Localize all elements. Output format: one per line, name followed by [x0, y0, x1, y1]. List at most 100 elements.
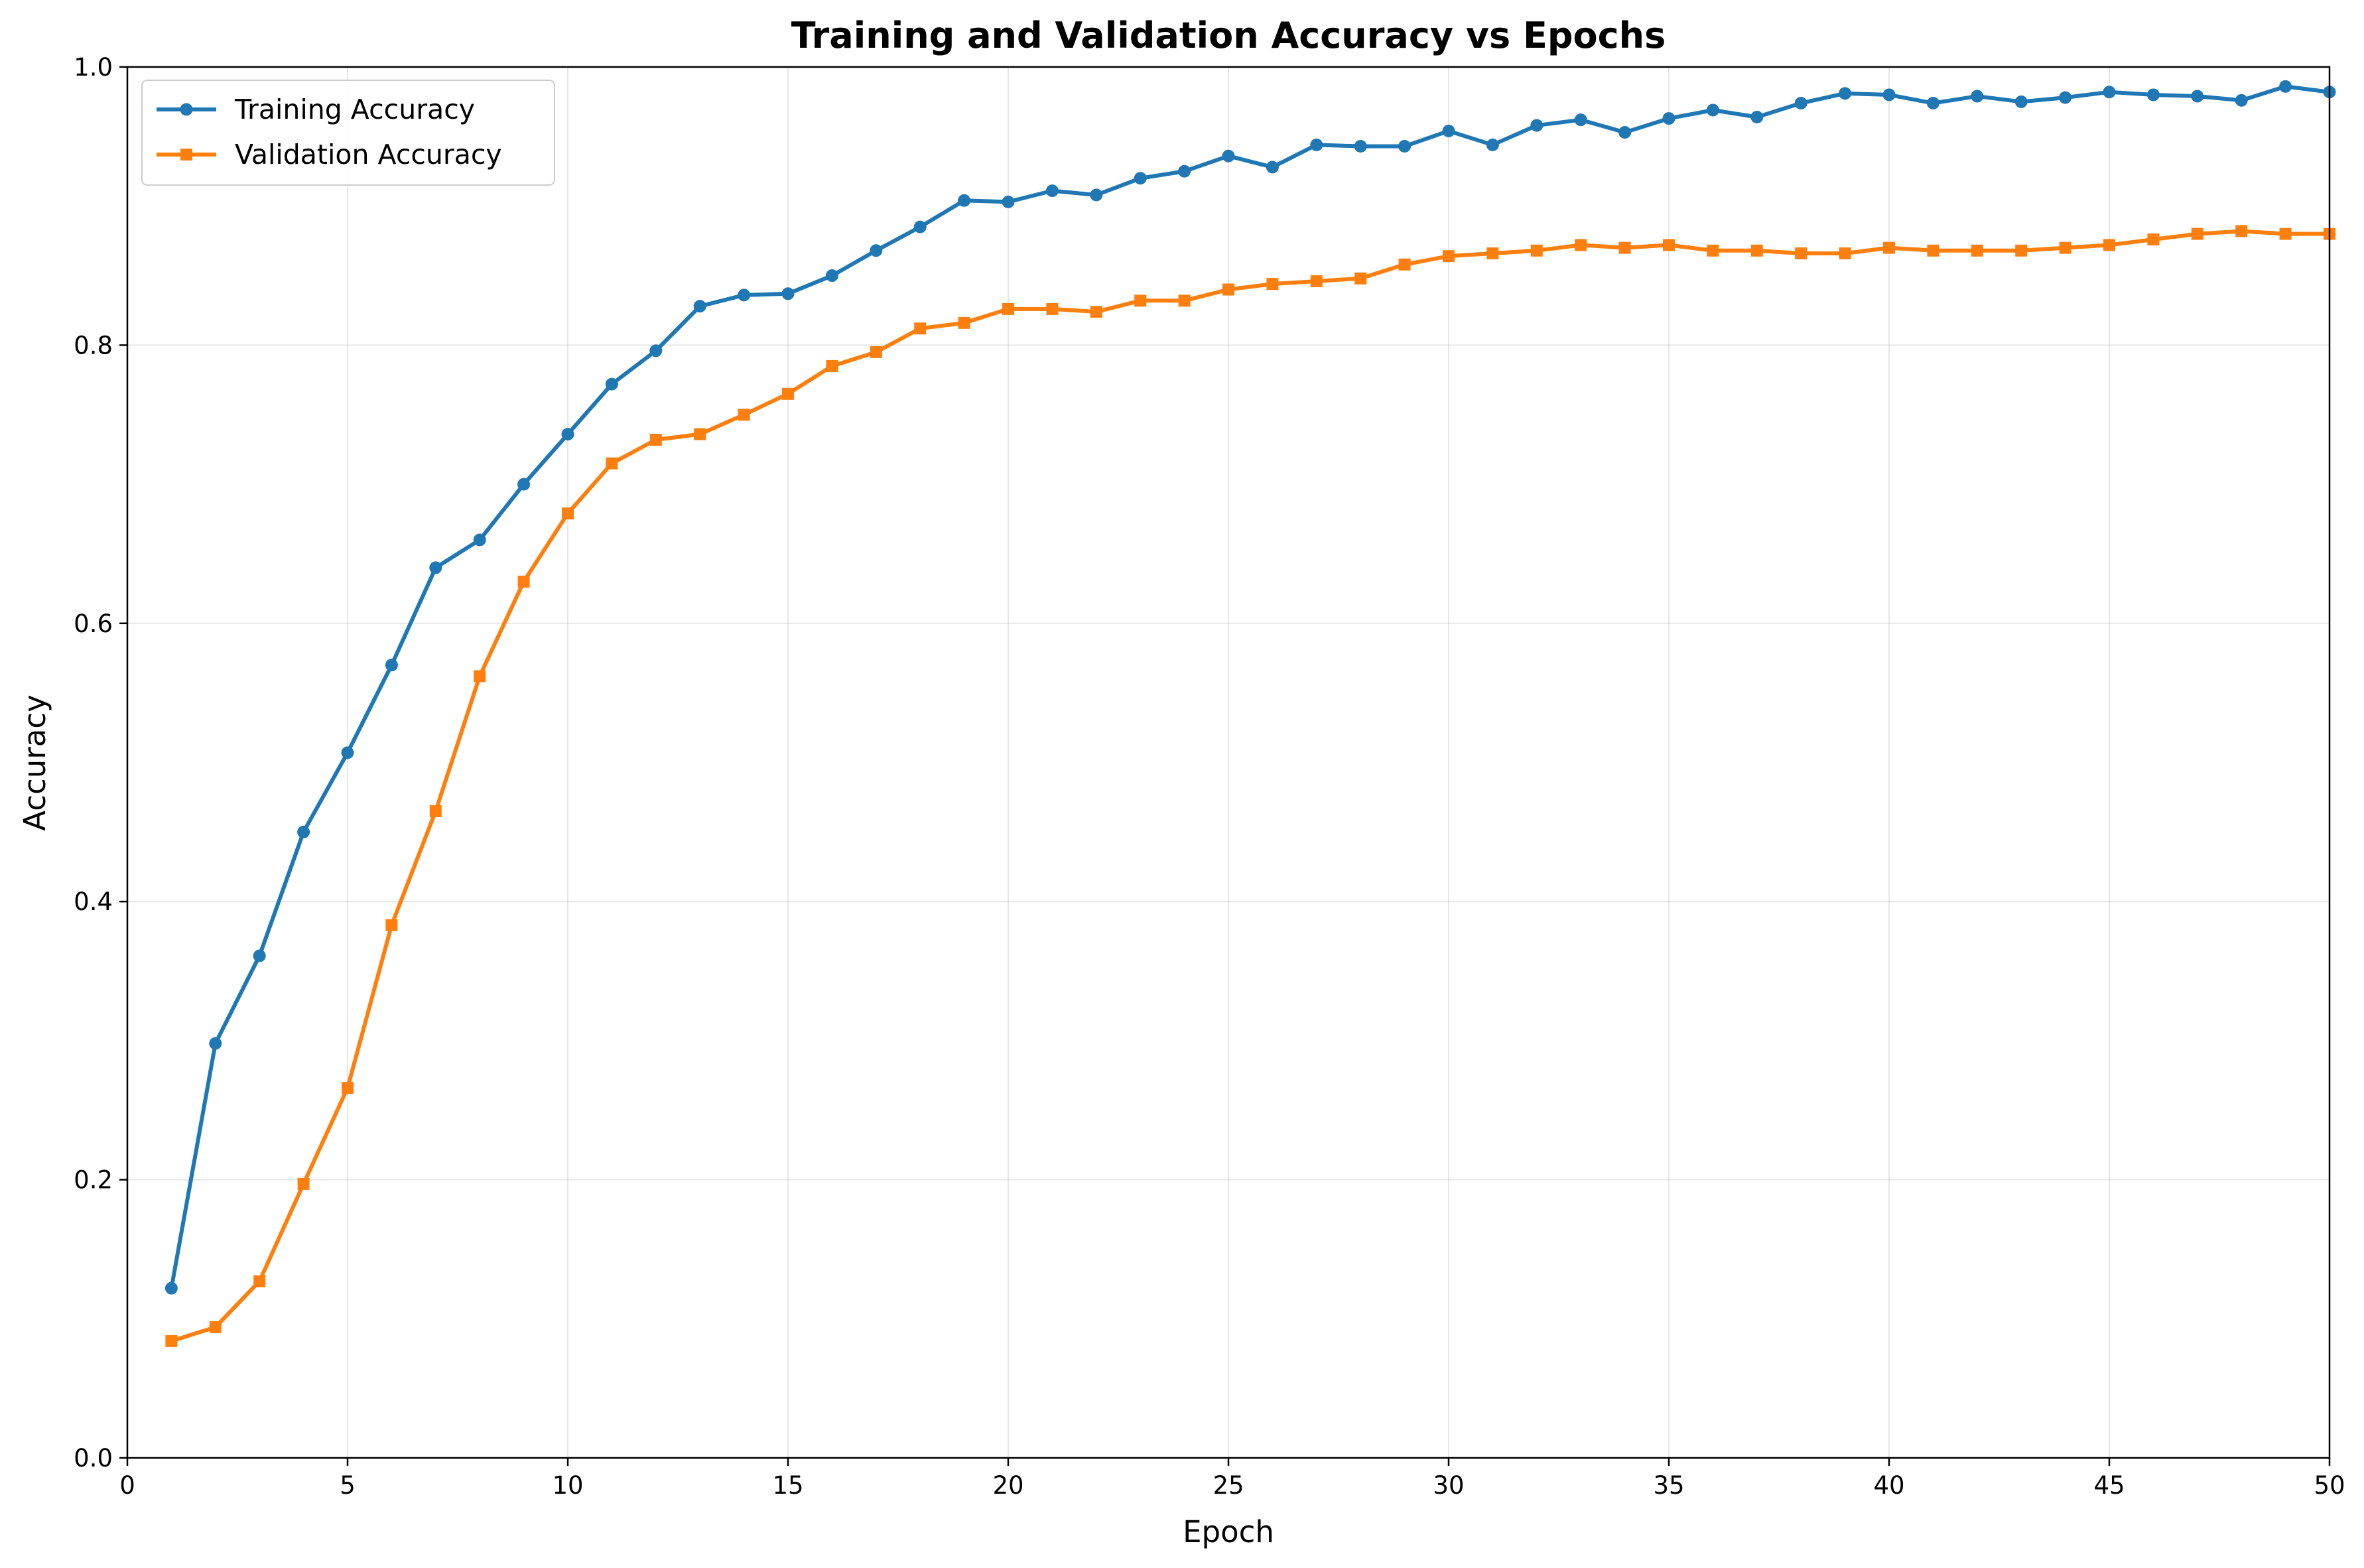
validation-accuracy-point [2191, 228, 2203, 240]
training-accuracy-point [2235, 94, 2248, 107]
x-axis-label: Epoch [1183, 1514, 1274, 1549]
validation-accuracy-point [1002, 302, 1014, 315]
x-tick-label: 30 [1433, 1471, 1464, 1500]
training-accuracy-point [297, 825, 310, 838]
validation-accuracy-point [870, 346, 882, 358]
validation-accuracy-point [342, 1082, 354, 1094]
y-axis-label: Accuracy [17, 694, 52, 830]
y-tick-label: 0.6 [74, 610, 113, 638]
y-tick-label: 0.4 [74, 887, 113, 916]
validation-accuracy-point [826, 359, 838, 372]
training-accuracy-point [738, 289, 751, 302]
validation-accuracy-point [253, 1275, 266, 1287]
validation-accuracy-point [1486, 247, 1499, 259]
validation-accuracy-point [1839, 247, 1851, 259]
validation-accuracy-point [1750, 244, 1763, 257]
training-accuracy-point [1398, 140, 1412, 153]
y-tick-label: 1.0 [74, 53, 113, 82]
legend-box [141, 80, 555, 186]
validation-accuracy-point [1707, 244, 1719, 257]
training-accuracy-point [825, 269, 838, 283]
y-tick-label: 0.0 [74, 1444, 113, 1472]
training-accuracy-point [2103, 86, 2116, 99]
validation-accuracy-point [1443, 250, 1455, 263]
validation-accuracy-point [606, 457, 618, 470]
validation-accuracy-point [165, 1335, 178, 1347]
validation-accuracy-point [1310, 275, 1323, 287]
training-accuracy-point [209, 1037, 222, 1050]
validation-accuracy-point [2147, 233, 2160, 246]
training-accuracy-point [649, 344, 663, 358]
legend-label-validation-accuracy: Validation Accuracy [235, 139, 502, 170]
training-accuracy-point [253, 949, 266, 962]
training-accuracy-point [1045, 184, 1059, 198]
x-tick-label: 40 [1873, 1471, 1904, 1500]
validation-accuracy-point [1971, 244, 1983, 257]
validation-accuracy-point [1575, 239, 1587, 251]
x-tick-label: 45 [2093, 1471, 2125, 1500]
validation-accuracy-point [1927, 244, 1939, 257]
validation-accuracy-point [1398, 258, 1411, 271]
training-accuracy-point [1530, 119, 1543, 132]
training-accuracy-point [1442, 124, 1455, 137]
validation-accuracy-point [429, 805, 442, 817]
validation-accuracy-point [958, 316, 970, 329]
validation-accuracy-point [1354, 272, 1367, 285]
training-accuracy-point [473, 533, 486, 547]
validation-accuracy-point [562, 507, 574, 520]
training-accuracy-point [1839, 87, 1852, 100]
training-accuracy-point [1134, 172, 1147, 185]
training-accuracy-point [2014, 95, 2028, 108]
plot-series [164, 80, 2336, 1347]
y-tick-label: 0.8 [74, 331, 113, 359]
validation-accuracy-point [782, 387, 794, 400]
training-accuracy-point [913, 220, 927, 233]
validation-accuracy-point [1883, 241, 1895, 254]
x-tick-label: 20 [992, 1471, 1023, 1500]
x-tick-label: 10 [552, 1471, 583, 1500]
validation-accuracy-point [1266, 278, 1279, 291]
training-accuracy-point [1750, 110, 1764, 123]
validation-accuracy-point [209, 1321, 222, 1333]
validation-accuracy-point [474, 670, 486, 683]
x-tick-label: 15 [772, 1471, 803, 1500]
training-accuracy-point [870, 244, 883, 257]
x-tick-label: 35 [1653, 1471, 1684, 1500]
validation-accuracy-point [694, 428, 706, 440]
validation-accuracy-point [1046, 302, 1059, 315]
training-accuracy-series [164, 80, 2336, 1295]
legend: Training Accuracy Validation Accuracy [141, 80, 555, 186]
legend-circle-marker-icon [180, 103, 193, 116]
validation-accuracy-point [1178, 294, 1191, 307]
training-accuracy-point [1794, 97, 1807, 110]
training-accuracy-point [517, 478, 531, 491]
training-accuracy-point [561, 428, 574, 441]
training-accuracy-point [1618, 126, 1632, 139]
training-accuracy-point [2146, 88, 2160, 101]
validation-accuracy-point [385, 919, 398, 931]
training-accuracy-point [1178, 164, 1191, 178]
x-tick-label: 50 [2314, 1471, 2345, 1500]
training-accuracy-point [341, 746, 354, 759]
training-accuracy-point [1354, 140, 1367, 153]
validation-accuracy-point [2015, 244, 2028, 257]
legend-item-validation-accuracy: Validation Accuracy [157, 139, 502, 170]
training-accuracy-point [1662, 112, 1675, 125]
validation-accuracy-point [297, 1177, 310, 1190]
training-accuracy-point [1266, 161, 1279, 174]
training-accuracy-point [1882, 88, 1896, 101]
training-accuracy-point [605, 377, 618, 391]
training-accuracy-point [2059, 91, 2072, 104]
training-accuracy-point [1090, 188, 1103, 202]
validation-accuracy-point [1090, 306, 1102, 318]
validation-accuracy-point [1530, 244, 1543, 257]
validation-accuracy-point [2059, 241, 2071, 254]
validation-accuracy-point [2279, 228, 2292, 240]
validation-accuracy-point [1134, 294, 1147, 307]
legend-label-training-accuracy: Training Accuracy [234, 94, 475, 125]
training-accuracy-point [164, 1281, 178, 1295]
training-accuracy-point [1706, 103, 1719, 117]
validation-accuracy-series [165, 225, 2335, 1347]
training-accuracy-point [1486, 138, 1499, 151]
